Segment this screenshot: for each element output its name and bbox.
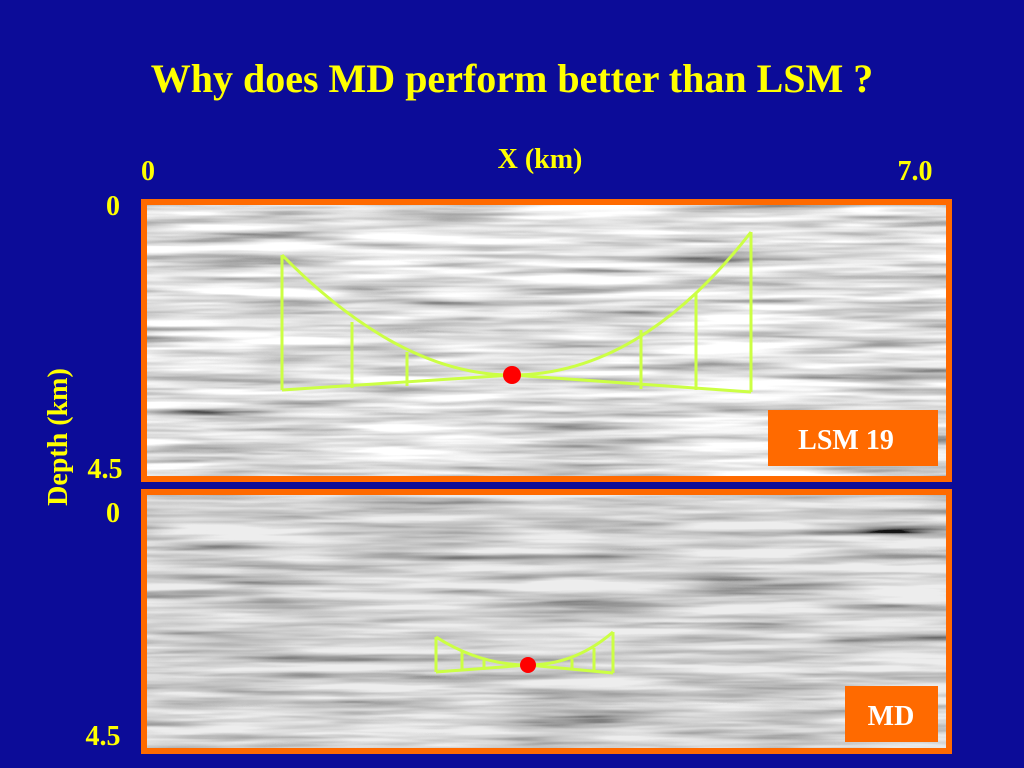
- depth-tick-label: 4.5: [88, 454, 123, 485]
- label-box: [768, 410, 938, 466]
- y-axis-label: Depth (km): [43, 368, 74, 506]
- x-tick-label: 0: [141, 156, 155, 187]
- panel-label: LSM 19: [798, 425, 894, 456]
- x-axis-label: X (km): [498, 144, 583, 175]
- x-tick-label: 7.0: [898, 156, 933, 187]
- label-box: [845, 686, 938, 742]
- title: Why does MD perform better than LSM ?: [151, 56, 874, 101]
- seismic-image: [147, 495, 946, 748]
- panel-label: MD: [868, 701, 915, 732]
- depth-tick-label: 4.5: [86, 721, 121, 752]
- depth-tick-label: 0: [106, 191, 120, 222]
- source-point: [503, 366, 521, 384]
- source-point: [520, 657, 536, 673]
- depth-tick-label: 0: [106, 498, 120, 529]
